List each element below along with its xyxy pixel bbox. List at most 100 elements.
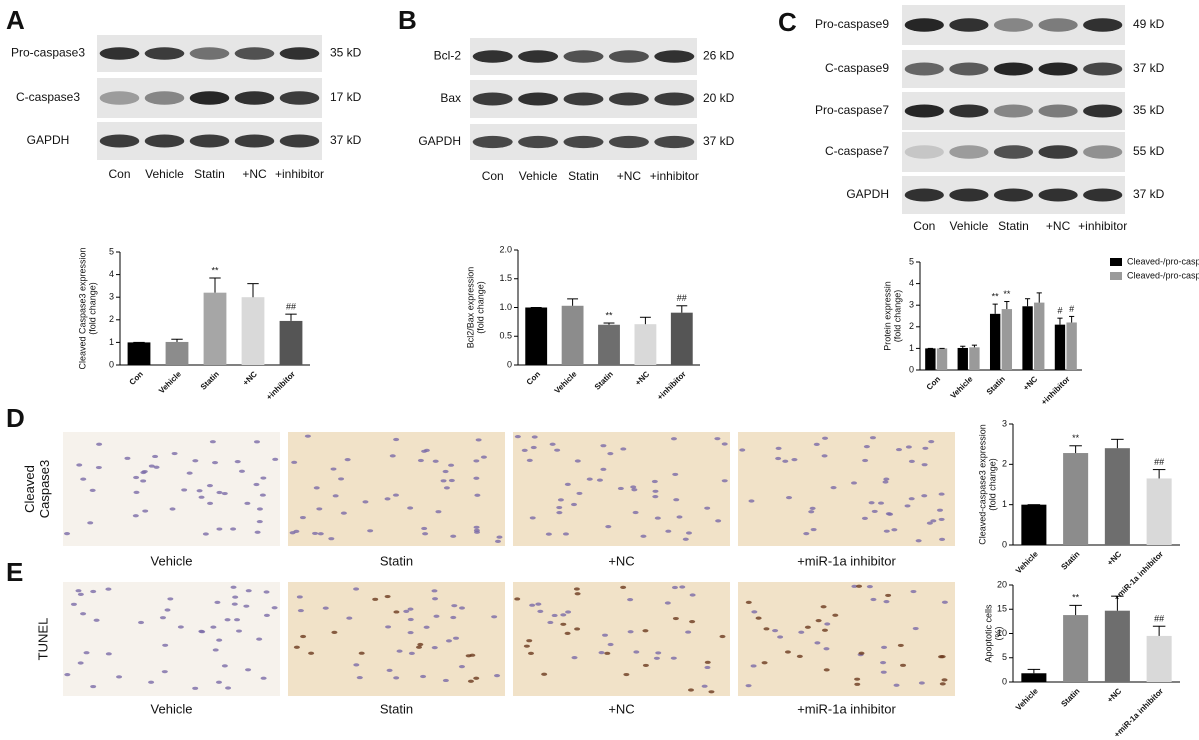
blot-band	[472, 92, 513, 106]
nucleus	[116, 675, 123, 679]
nucleus	[750, 664, 757, 668]
nucleus	[714, 437, 721, 441]
nucleus	[75, 589, 82, 593]
nucleus	[871, 509, 878, 514]
nucleus	[830, 486, 837, 490]
bar	[561, 305, 584, 365]
x-tick-label: Con	[925, 374, 942, 391]
nucleus	[918, 681, 925, 685]
nucleus	[304, 434, 311, 438]
lane-label: +NC	[242, 167, 267, 181]
nucleus	[633, 650, 640, 654]
blot-band	[1038, 62, 1078, 76]
nucleus	[545, 532, 552, 536]
blot-band	[1083, 62, 1123, 76]
bar	[279, 320, 303, 365]
nucleus	[574, 627, 581, 631]
nucleus	[701, 684, 708, 688]
nucleus	[822, 436, 829, 440]
nucleus	[317, 532, 324, 536]
micrograph-caption: +miR-1a inhibitor	[797, 701, 896, 716]
y-tick-label: 20	[997, 579, 1007, 589]
blot-band	[279, 134, 320, 148]
bar	[670, 312, 693, 365]
lane-label: Con	[913, 219, 935, 233]
nucleus	[407, 617, 414, 622]
nucleus	[177, 625, 184, 629]
micrograph-caption: Vehicle	[151, 701, 193, 716]
nucleus	[422, 532, 429, 536]
nucleus	[313, 486, 320, 490]
blot-band	[279, 47, 320, 60]
nucleus	[171, 451, 178, 456]
nucleus	[863, 445, 870, 449]
nucleus	[556, 511, 563, 515]
nucleus	[921, 494, 928, 498]
nucleus	[880, 661, 887, 665]
nucleus	[640, 534, 647, 538]
nucleus	[655, 651, 662, 655]
nucleus	[570, 502, 577, 507]
nucleus	[900, 663, 907, 667]
nucleus	[344, 458, 351, 462]
nucleus	[786, 496, 793, 500]
micrograph	[63, 432, 280, 546]
nucleus	[491, 615, 498, 619]
nucleus	[164, 608, 171, 612]
panel-letter: D	[6, 403, 25, 433]
nucleus	[296, 595, 303, 599]
y-tick-label: 0	[507, 359, 512, 369]
lane-label: Statin	[568, 169, 599, 183]
lane-label: Vehicle	[950, 219, 989, 233]
nucleus	[607, 452, 614, 456]
micrograph-caption: +miR-1a inhibitor	[797, 553, 896, 568]
significance-mark: **	[1072, 433, 1080, 443]
nucleus	[739, 448, 746, 452]
x-tick-label: Statin	[593, 369, 615, 391]
nucleus	[494, 674, 501, 678]
blot-label: C-caspase9	[825, 61, 889, 75]
nucleus	[450, 615, 457, 620]
blot-size: 17 kD	[330, 90, 362, 104]
nucleus	[244, 501, 251, 505]
nucleus	[215, 680, 222, 684]
nucleus	[291, 460, 298, 464]
y-tick-label: 1	[909, 343, 914, 353]
y-tick-label: 3	[1002, 418, 1007, 428]
nucleus	[514, 435, 521, 439]
y-tick-label: 0	[1002, 539, 1007, 549]
nucleus	[537, 609, 544, 614]
nucleus	[192, 459, 199, 463]
nucleus	[230, 527, 237, 531]
blot-label: GAPDH	[418, 134, 461, 148]
nucleus	[868, 501, 875, 505]
nucleus	[607, 642, 614, 647]
nucleus	[821, 454, 828, 458]
x-tick-label: Con	[525, 369, 542, 386]
nucleus	[442, 678, 449, 683]
nucleus	[234, 460, 241, 464]
nucleus	[870, 597, 877, 602]
bar	[1001, 309, 1013, 370]
nucleus	[473, 525, 480, 529]
nucleus	[372, 597, 379, 601]
nucleus	[908, 459, 915, 463]
nucleus	[192, 686, 199, 690]
blot-band	[608, 92, 649, 106]
nucleus	[623, 672, 630, 677]
nucleus	[423, 448, 430, 452]
micrograph	[738, 582, 955, 696]
nucleus	[672, 616, 679, 621]
nucleus	[153, 465, 160, 469]
nucleus	[148, 464, 155, 468]
bar	[241, 297, 265, 365]
nucleus	[630, 485, 637, 489]
blot-band	[144, 47, 185, 60]
nucleus	[433, 614, 440, 618]
nucleus	[556, 505, 563, 510]
bar	[598, 324, 620, 365]
nucleus	[385, 625, 392, 629]
panel-letter: E	[6, 557, 23, 587]
lane-label: Vehicle	[519, 169, 558, 183]
nucleus	[234, 618, 241, 622]
